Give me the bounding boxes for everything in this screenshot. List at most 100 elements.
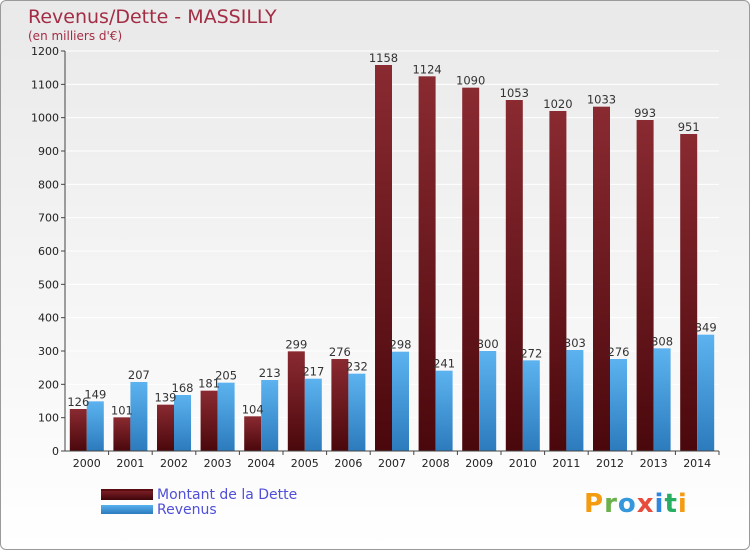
legend-label-revenus: Revenus bbox=[157, 501, 217, 518]
data-label: 1158 bbox=[369, 51, 398, 65]
logo-letter: r bbox=[604, 489, 618, 519]
x-tick-label: 2008 bbox=[422, 457, 450, 470]
data-label: 149 bbox=[84, 387, 106, 401]
data-label: 205 bbox=[215, 369, 237, 383]
legend: Montant de la Dette Revenus bbox=[101, 486, 298, 518]
y-tick-label: 500 bbox=[38, 278, 59, 291]
bar-dette bbox=[505, 100, 523, 451]
data-label: 1053 bbox=[500, 86, 529, 100]
data-label: 139 bbox=[155, 391, 177, 405]
logo-letter: P bbox=[584, 489, 605, 519]
data-label: 276 bbox=[329, 345, 351, 359]
y-tick-label: 200 bbox=[38, 378, 59, 391]
data-label: 349 bbox=[695, 321, 717, 335]
chart-title: Revenus/Dette - MASSILLY bbox=[28, 6, 277, 28]
bars bbox=[69, 65, 715, 452]
data-label: 300 bbox=[477, 337, 499, 351]
data-label: 1020 bbox=[543, 97, 572, 111]
bar-dette bbox=[287, 351, 305, 451]
x-tick-label: 2010 bbox=[509, 457, 537, 470]
data-label: 101 bbox=[111, 403, 133, 417]
bar-dette bbox=[69, 409, 87, 451]
legend-item-dette: Montant de la Dette bbox=[101, 486, 298, 503]
bar-revenus bbox=[130, 382, 148, 451]
x-tick-label: 2014 bbox=[683, 457, 711, 470]
legend-label-dette: Montant de la Dette bbox=[157, 486, 298, 503]
bar-revenus bbox=[304, 378, 322, 451]
x-tick-label: 2001 bbox=[116, 457, 144, 470]
data-label: 232 bbox=[346, 360, 368, 374]
bar-dette bbox=[418, 76, 436, 451]
legend-swatch-dette bbox=[101, 489, 153, 500]
bar-revenus bbox=[522, 360, 540, 451]
y-tick-label: 1200 bbox=[31, 45, 59, 58]
y-tick-label: 900 bbox=[38, 145, 59, 158]
data-label: 298 bbox=[390, 338, 412, 352]
bar-dette bbox=[113, 417, 131, 451]
bar-dette bbox=[331, 359, 349, 451]
x-tick-label: 2011 bbox=[552, 457, 580, 470]
bar-revenus bbox=[566, 350, 584, 451]
bar-dette bbox=[157, 404, 174, 451]
bar-revenus bbox=[217, 382, 235, 451]
y-tick-label: 300 bbox=[38, 345, 59, 358]
x-tick-label: 2013 bbox=[640, 457, 668, 470]
bar-dette bbox=[549, 111, 567, 451]
bar-revenus bbox=[610, 359, 627, 451]
legend-item-revenus: Revenus bbox=[101, 501, 297, 518]
bar-revenus bbox=[86, 401, 104, 451]
data-label: 217 bbox=[302, 365, 324, 379]
data-label: 207 bbox=[128, 368, 150, 382]
x-tick-label: 2002 bbox=[160, 457, 188, 470]
data-label: 272 bbox=[520, 346, 542, 360]
logo-letter: t bbox=[664, 489, 678, 519]
data-label: 308 bbox=[651, 334, 673, 348]
data-label: 126 bbox=[67, 395, 89, 409]
bar-dette bbox=[375, 65, 392, 451]
bar-revenus bbox=[261, 380, 279, 451]
y-tick-label: 1100 bbox=[31, 78, 59, 91]
bar-dette bbox=[593, 106, 610, 452]
y-tick-label: 800 bbox=[38, 178, 59, 191]
y-tick-label: 100 bbox=[38, 412, 59, 425]
x-tick-label: 2004 bbox=[247, 457, 275, 470]
x-tick-label: 2012 bbox=[596, 457, 624, 470]
bar-revenus bbox=[479, 351, 497, 451]
x-tick-label: 2009 bbox=[465, 457, 493, 470]
y-tick-label: 700 bbox=[38, 212, 59, 225]
y-tick-label: 400 bbox=[38, 312, 59, 325]
y-tick-label: 600 bbox=[38, 245, 59, 258]
logo-letter: i bbox=[654, 489, 665, 519]
data-label: 181 bbox=[198, 377, 220, 391]
data-label: 168 bbox=[172, 381, 194, 395]
x-tick-label: 2003 bbox=[204, 457, 232, 470]
data-label: 1090 bbox=[456, 74, 485, 88]
y-tick-label: 0 bbox=[52, 445, 59, 458]
data-label: 276 bbox=[608, 345, 630, 359]
bar-revenus bbox=[653, 348, 671, 451]
proxiti-logo: Proxiti bbox=[584, 489, 688, 519]
x-tick-label: 2000 bbox=[73, 457, 101, 470]
x-tick-label: 2006 bbox=[334, 457, 362, 470]
logo-letter: o bbox=[617, 489, 637, 519]
bar-dette bbox=[244, 416, 262, 451]
logo-letter: i bbox=[677, 489, 688, 519]
data-label: 241 bbox=[433, 357, 455, 371]
bar-revenus bbox=[348, 373, 366, 451]
bar-dette bbox=[680, 134, 698, 451]
data-label: 299 bbox=[285, 337, 307, 351]
axes: 0 100 200 300 400 500 600 700 800 900 1000 1100 1200… bbox=[31, 45, 720, 470]
data-label: 303 bbox=[564, 336, 586, 350]
x-tick-label: 2005 bbox=[291, 457, 319, 470]
x-tick-label: 2007 bbox=[378, 457, 406, 470]
logo-letter: x bbox=[636, 489, 655, 519]
bar-revenus bbox=[392, 351, 409, 451]
bar-revenus bbox=[435, 370, 453, 451]
bar-revenus bbox=[174, 395, 191, 451]
bar-dette bbox=[200, 390, 218, 451]
data-label: 951 bbox=[678, 120, 700, 134]
chart-subtitle: (en milliers d'€) bbox=[28, 29, 123, 43]
